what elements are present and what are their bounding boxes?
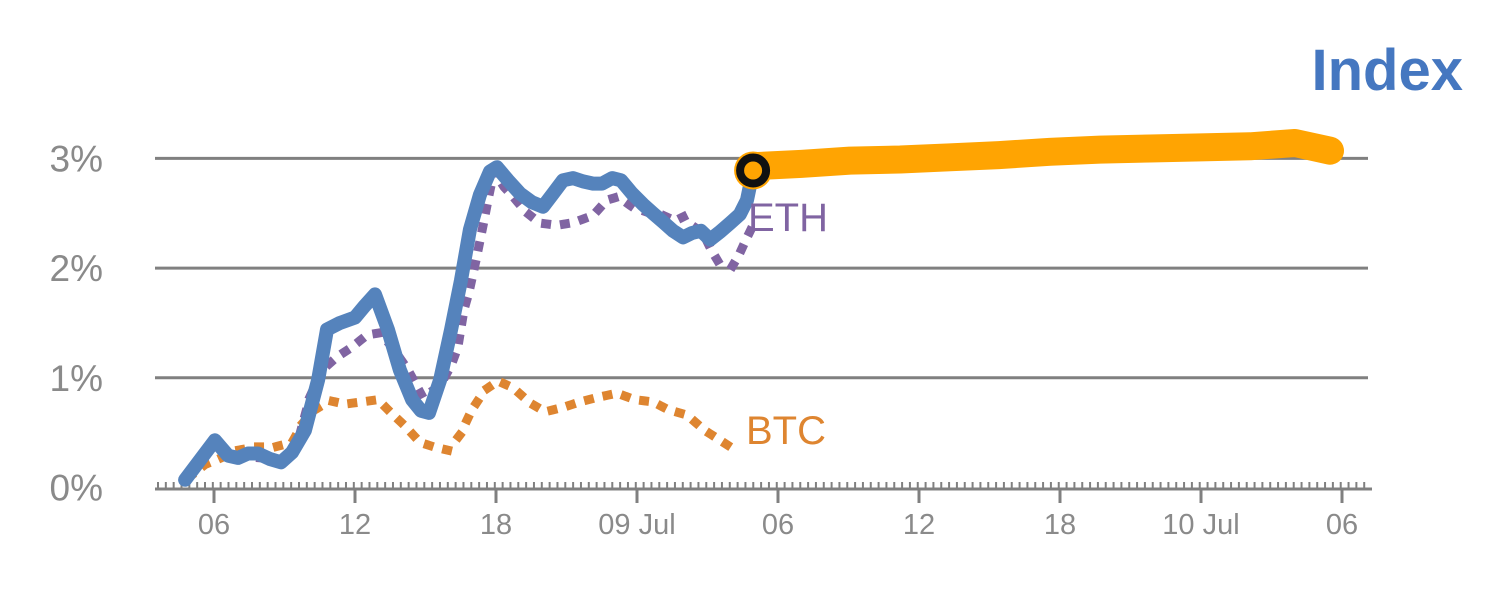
btc-series-label: BTC xyxy=(746,409,826,453)
x-tick-label-09-jul: 09 Jul xyxy=(598,509,675,541)
x-tick-label-12: 12 xyxy=(339,509,371,541)
chart-title: Index xyxy=(1312,38,1464,103)
series-line-index-projection- xyxy=(741,129,1344,181)
x-tick-label-10-jul: 10 Jul xyxy=(1162,509,1239,541)
x-tick-label-06: 06 xyxy=(1326,509,1358,541)
y-tick-label-2%: 2% xyxy=(50,248,103,289)
y-tick-label-0%: 0% xyxy=(50,468,103,509)
x-tick-label-12: 12 xyxy=(903,509,935,541)
x-tick-label-06: 06 xyxy=(762,509,794,541)
y-tick-label-3%: 3% xyxy=(50,138,103,179)
current-value-marker-ring xyxy=(736,153,771,188)
x-tick-label-18: 18 xyxy=(480,509,512,541)
plot-layer: 06 12 18 09 Jul 06 12 18 10 Jul 06 0% 1% 2% 3% xyxy=(50,129,1372,541)
eth-series-label: ETH xyxy=(748,196,828,240)
x-tick-label-18: 18 xyxy=(1044,509,1076,541)
x-tick-label-06: 06 xyxy=(198,509,230,541)
series-line-index-history- xyxy=(178,160,761,487)
y-tick-label-1%: 1% xyxy=(50,358,103,399)
